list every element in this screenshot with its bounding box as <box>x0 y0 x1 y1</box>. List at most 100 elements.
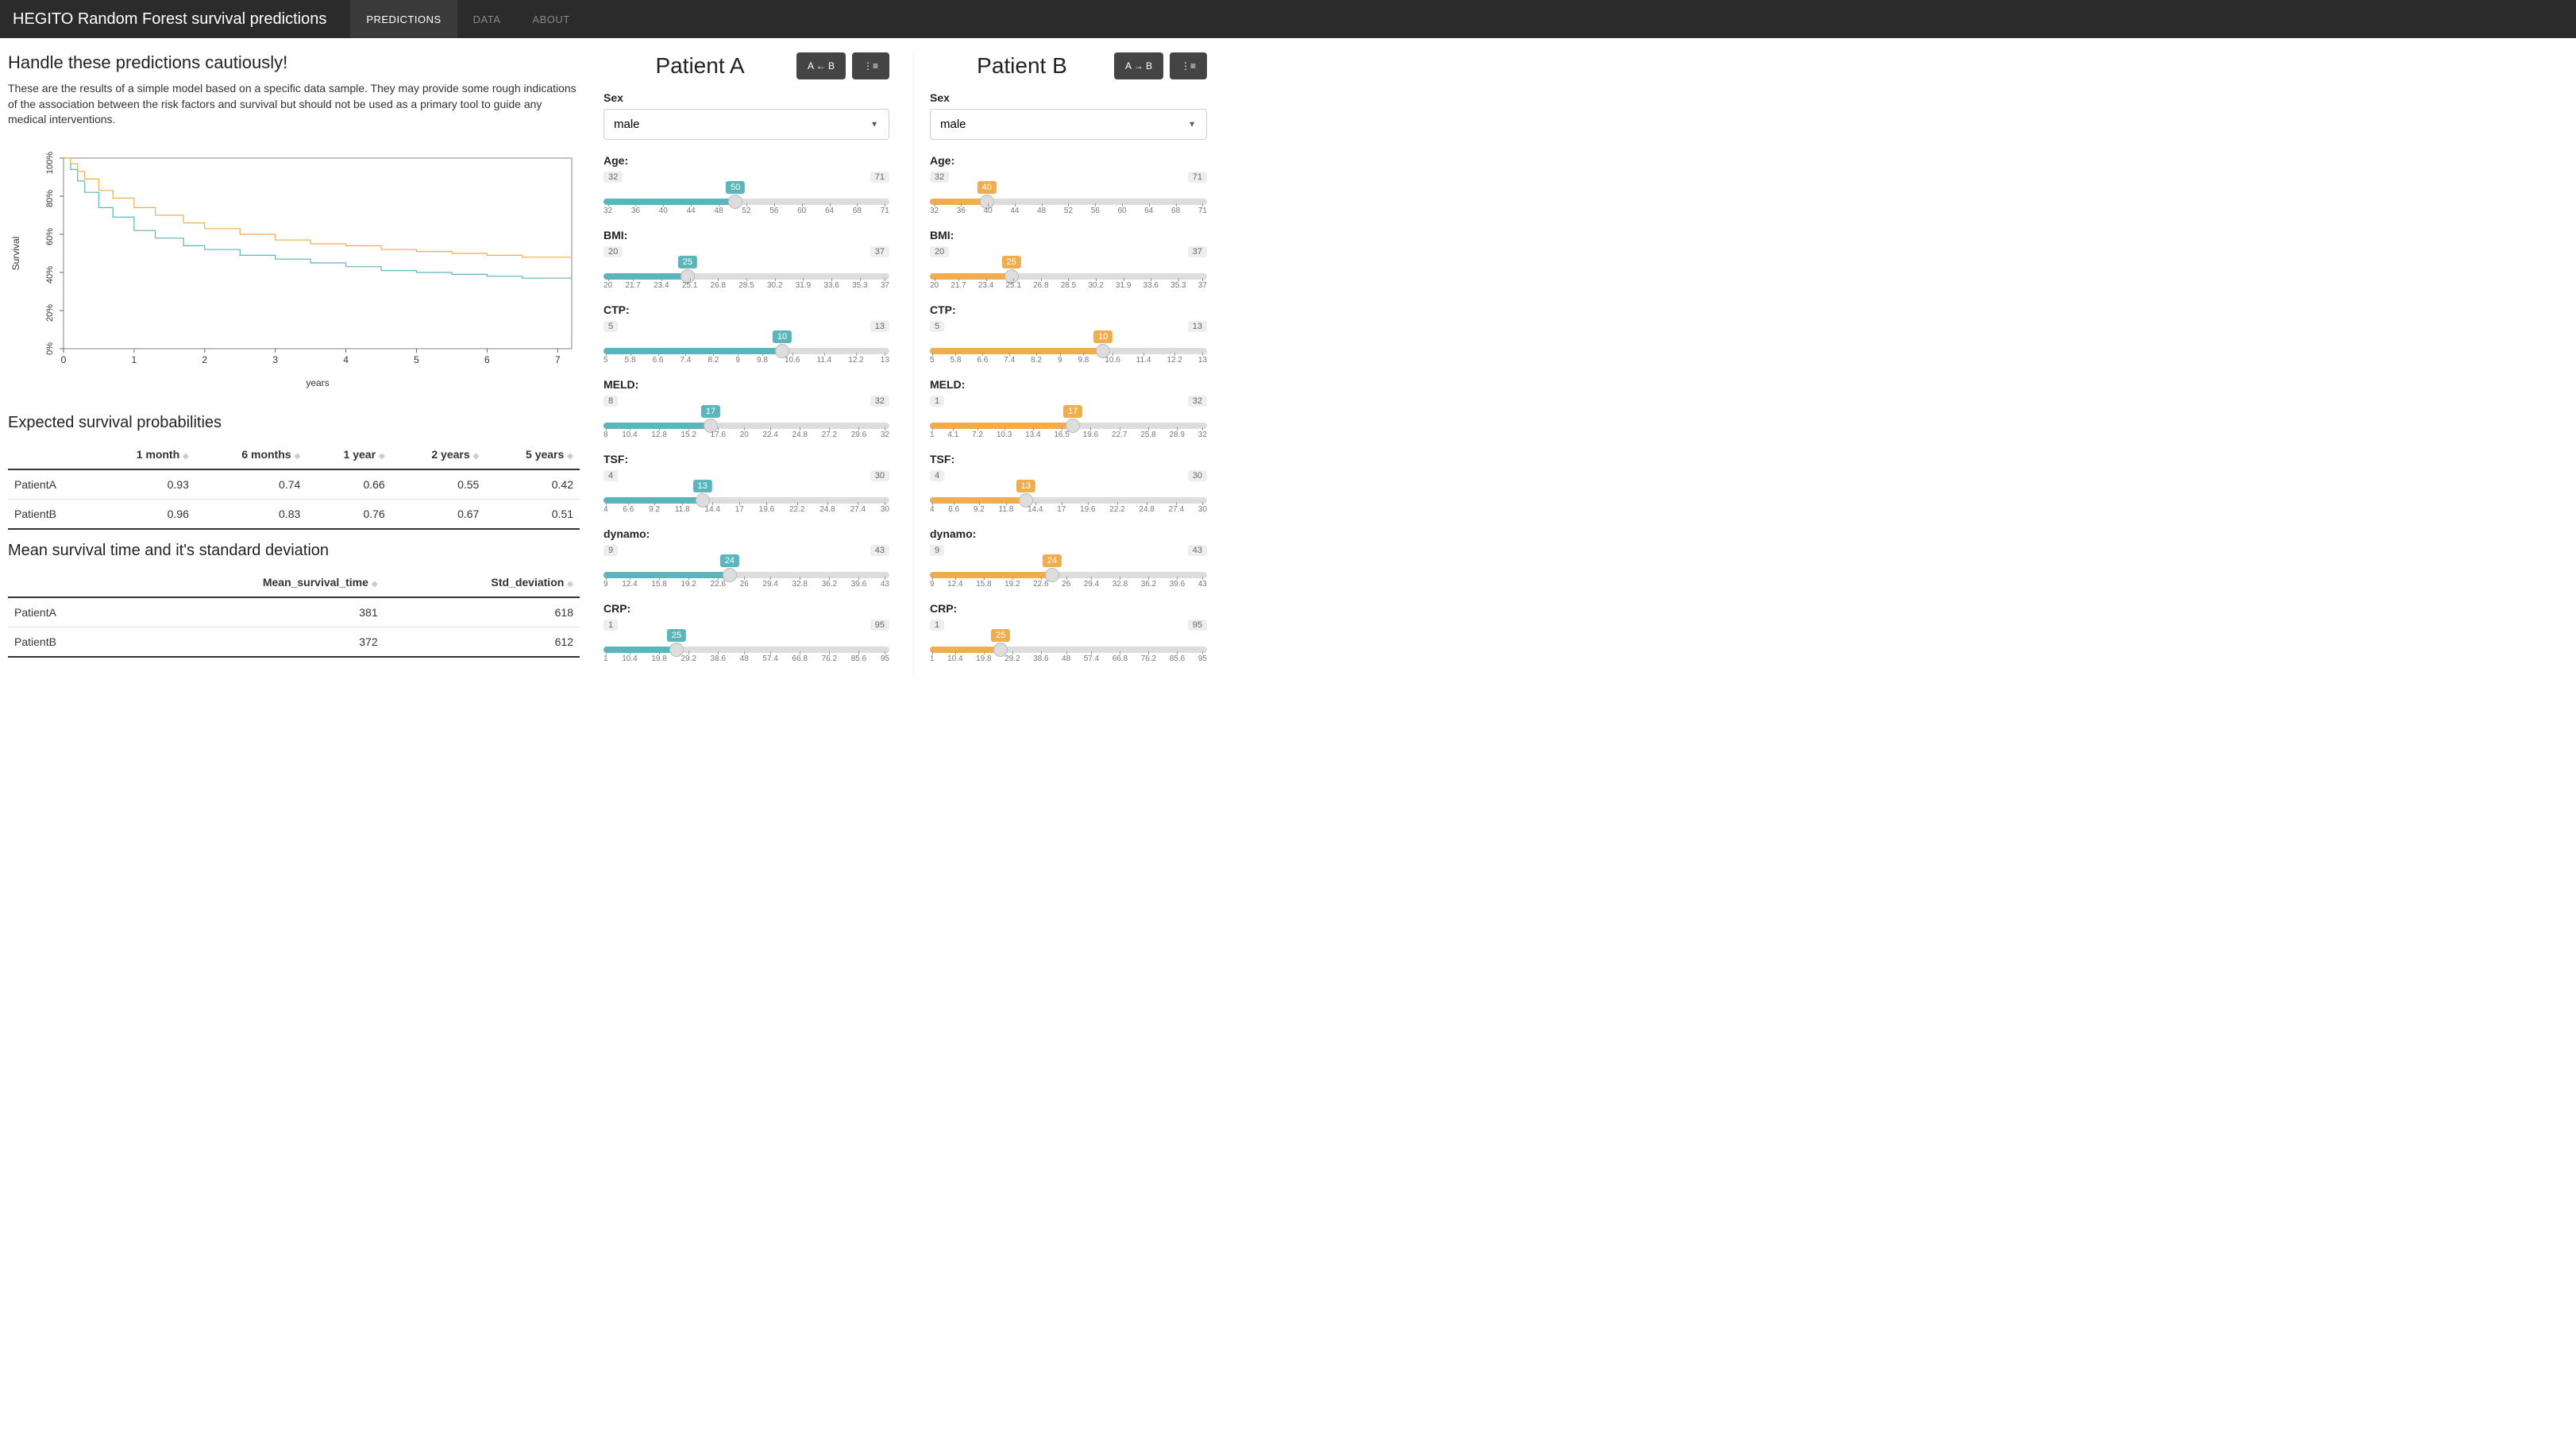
tick: 57.4 <box>1084 654 1099 663</box>
slider-max: 95 <box>870 620 889 631</box>
list-button[interactable]: ⋮≡ <box>852 52 889 79</box>
tick: 11.4 <box>817 356 832 365</box>
tick: 1 <box>604 654 608 663</box>
slider-max: 30 <box>1188 470 1207 481</box>
slider-value-badge: 17 <box>1063 405 1082 418</box>
nav-tab-data[interactable]: DATA <box>457 0 517 38</box>
col-header[interactable]: Std_deviation◆ <box>384 568 580 597</box>
slider-min: 20 <box>930 246 949 257</box>
svg-text:2: 2 <box>202 354 207 365</box>
tick: 23.4 <box>654 281 669 290</box>
col-header[interactable] <box>8 440 94 469</box>
svg-text:20%: 20% <box>45 304 55 322</box>
slider-ctp: CTP:5131055.86.67.48.299.810.611.412.213 <box>930 303 1207 364</box>
svg-text:40%: 40% <box>45 266 55 284</box>
cell: 0.42 <box>485 469 580 500</box>
col-header[interactable]: 2 years◆ <box>391 440 486 469</box>
slider-label: TSF: <box>604 453 889 465</box>
copy-button[interactable]: A → B <box>1114 52 1163 79</box>
tick: 6.6 <box>948 505 959 514</box>
tick: 32.8 <box>1113 580 1128 589</box>
tick: 48 <box>1062 654 1070 663</box>
tick: 26 <box>740 580 749 589</box>
slider-min: 9 <box>930 545 944 556</box>
tick: 4.1 <box>947 430 958 439</box>
nav-tab-predictions[interactable]: PREDICTIONS <box>350 0 457 38</box>
slider-min: 5 <box>930 321 944 332</box>
svg-text:0%: 0% <box>45 342 55 355</box>
tick: 1 <box>930 430 935 439</box>
tick: 64 <box>1144 207 1153 215</box>
slider-min: 4 <box>604 470 618 481</box>
tick: 15.8 <box>651 580 666 589</box>
col-header[interactable]: 6 months◆ <box>195 440 307 469</box>
sex-select[interactable]: male <box>604 109 889 140</box>
tick: 13 <box>881 356 889 365</box>
tick: 68 <box>853 207 862 215</box>
list-button[interactable]: ⋮≡ <box>1170 52 1207 79</box>
cell: 381 <box>121 597 384 627</box>
patient-title: Patient B <box>930 53 1114 79</box>
slider-value-badge: 10 <box>773 330 792 343</box>
table-row: PatientA381618 <box>8 597 580 627</box>
navbar: HEGITO Random Forest survival prediction… <box>0 0 2576 38</box>
col-header[interactable]: Mean_survival_time◆ <box>121 568 384 597</box>
tick: 30.2 <box>1088 281 1103 290</box>
tick: 32 <box>930 207 939 215</box>
cell: 0.51 <box>485 499 580 529</box>
tick: 9 <box>604 580 608 589</box>
tick: 9.8 <box>757 356 768 365</box>
tick: 10.4 <box>947 654 962 663</box>
tick: 1 <box>930 654 935 663</box>
tick: 39.6 <box>851 580 866 589</box>
slider-max: 13 <box>870 321 889 332</box>
tick: 14.4 <box>1028 505 1043 514</box>
tick: 36.2 <box>1141 580 1156 589</box>
tick: 56 <box>769 207 778 215</box>
tick: 52 <box>742 207 750 215</box>
tick: 9.2 <box>974 505 985 514</box>
svg-text:0: 0 <box>61 354 67 365</box>
tick: 37 <box>1198 281 1207 290</box>
svg-text:100%: 100% <box>45 152 55 174</box>
slider-value-badge: 25 <box>1002 256 1021 268</box>
tick: 12.4 <box>947 580 962 589</box>
slider-tsf: TSF:4301346.69.211.814.41719.622.224.827… <box>930 453 1207 513</box>
slider-ctp: CTP:5131055.86.67.48.299.810.611.412.213 <box>604 303 889 364</box>
tick: 20 <box>740 430 749 439</box>
svg-text:4: 4 <box>343 354 349 365</box>
slider-min: 4 <box>930 470 944 481</box>
svg-text:5: 5 <box>414 354 419 365</box>
col-header[interactable] <box>8 568 121 597</box>
tick: 8 <box>604 430 608 439</box>
tick: 25.1 <box>682 281 697 290</box>
slider-label: CTP: <box>604 303 889 316</box>
slider-max: 32 <box>1188 396 1207 407</box>
tick: 9 <box>930 580 935 589</box>
tick: 30 <box>1198 505 1207 514</box>
tick: 76.2 <box>1141 654 1156 663</box>
tick: 31.9 <box>1116 281 1131 290</box>
slider-max: 37 <box>1188 246 1207 257</box>
slider-max: 30 <box>870 470 889 481</box>
slider-value-badge: 25 <box>678 256 697 268</box>
nav-tab-about[interactable]: ABOUT <box>516 0 585 38</box>
col-header[interactable]: 1 year◆ <box>307 440 391 469</box>
tick: 85.6 <box>1170 654 1185 663</box>
app-title: HEGITO Random Forest survival prediction… <box>13 10 326 29</box>
cell: 0.83 <box>195 499 307 529</box>
col-header[interactable]: 5 years◆ <box>485 440 580 469</box>
slider-min: 1 <box>930 396 944 407</box>
table-row: PatientB0.960.830.760.670.51 <box>8 499 580 529</box>
tick: 30 <box>881 505 889 514</box>
slider-max: 13 <box>1188 321 1207 332</box>
sex-select[interactable]: male <box>930 109 1207 140</box>
slider-max: 43 <box>1188 545 1207 556</box>
slider-meld: MELD:83217810.412.815.217.62022.424.827.… <box>604 378 889 438</box>
slider-value-badge: 17 <box>701 405 720 418</box>
col-header[interactable]: 1 month◆ <box>94 440 195 469</box>
cell: 0.74 <box>195 469 307 500</box>
tick: 71 <box>1198 207 1207 215</box>
slider-value-badge: 24 <box>720 554 739 567</box>
copy-button[interactable]: A ← B <box>796 52 846 79</box>
